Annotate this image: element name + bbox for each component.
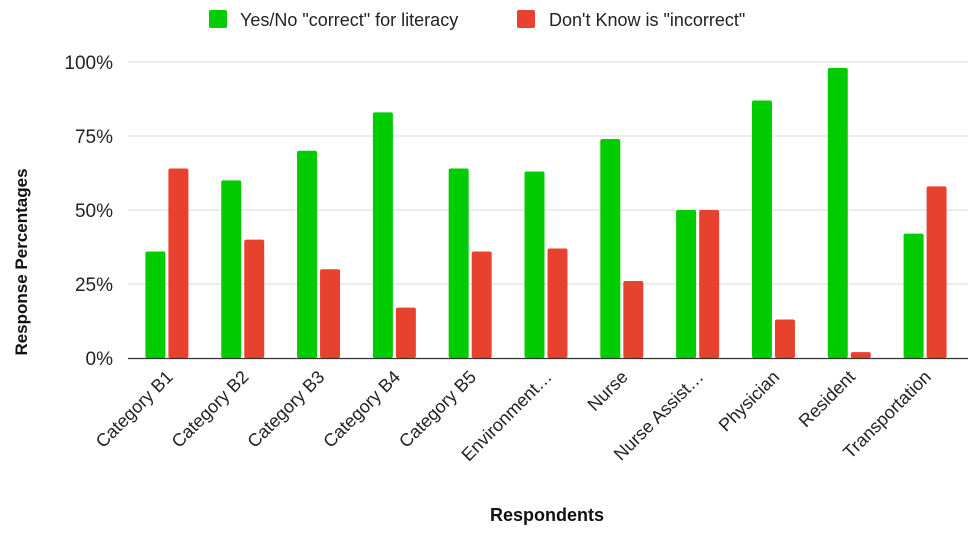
- x-tick-label: Physician: [715, 367, 784, 436]
- bar-dont-know-incorrect-nurse: [623, 281, 644, 358]
- bar-dont-know-incorrect-environment: [547, 248, 568, 358]
- x-tick-label: Category B2: [168, 367, 253, 452]
- bars: [145, 67, 947, 359]
- x-tick-label: Category B4: [319, 367, 404, 452]
- bar-dont-know-incorrect-nurse-assist: [699, 210, 720, 358]
- y-axis-title: Response Percentages: [12, 168, 31, 355]
- x-tick-label: Category B3: [243, 367, 328, 452]
- y-tick-label: 75%: [75, 127, 113, 148]
- bar-yes-no-correct-nurse-assist: [676, 210, 697, 358]
- y-tick-label: 100%: [64, 53, 113, 74]
- bar-yes-no-correct-category-b2: [221, 180, 242, 358]
- legend-label-dont-know-incorrect: Don't Know is "incorrect": [549, 10, 745, 30]
- bar-dont-know-incorrect-resident: [850, 352, 871, 358]
- legend-swatch-dont-know-incorrect: [517, 10, 535, 28]
- bar-yes-no-correct-physician: [751, 100, 772, 358]
- bar-yes-no-correct-resident: [827, 67, 848, 359]
- y-tick-label: 0%: [86, 349, 114, 370]
- bar-dont-know-incorrect-physician: [774, 319, 795, 358]
- bar-dont-know-incorrect-category-b2: [244, 239, 265, 358]
- bar-yes-no-correct-environment: [524, 171, 545, 358]
- legend-swatch-yes-no-correct: [209, 10, 227, 28]
- y-tick-label: 50%: [75, 201, 113, 222]
- y-tick-label: 25%: [75, 275, 113, 296]
- bar-yes-no-correct-transportation: [903, 233, 924, 358]
- bar-yes-no-correct-category-b3: [297, 150, 318, 358]
- bar-yes-no-correct-category-b1: [145, 251, 166, 358]
- legend-label-yes-no-correct: Yes/No "correct" for literacy: [240, 10, 458, 30]
- bar-dont-know-incorrect-category-b3: [320, 269, 341, 358]
- x-axis-title: Respondents: [490, 505, 604, 525]
- bar-dont-know-incorrect-category-b5: [471, 251, 492, 358]
- x-tick-label: Nurse: [584, 367, 632, 415]
- bar-dont-know-incorrect-category-b1: [168, 168, 189, 358]
- legend: Yes/No "correct" for literacy Don't Know …: [209, 10, 745, 30]
- bar-yes-no-correct-nurse: [600, 138, 621, 358]
- x-tick-label: Resident: [795, 367, 859, 431]
- bar-dont-know-incorrect-category-b4: [395, 307, 416, 358]
- bar-dont-know-incorrect-transportation: [926, 186, 947, 358]
- x-tick-label: Category B5: [395, 367, 480, 452]
- x-tick-label: Category B1: [92, 367, 177, 452]
- y-axis-ticks: 0% 25% 50% 75% 100%: [64, 53, 113, 370]
- bar-yes-no-correct-category-b4: [372, 112, 393, 358]
- bar-yes-no-correct-category-b5: [448, 168, 469, 358]
